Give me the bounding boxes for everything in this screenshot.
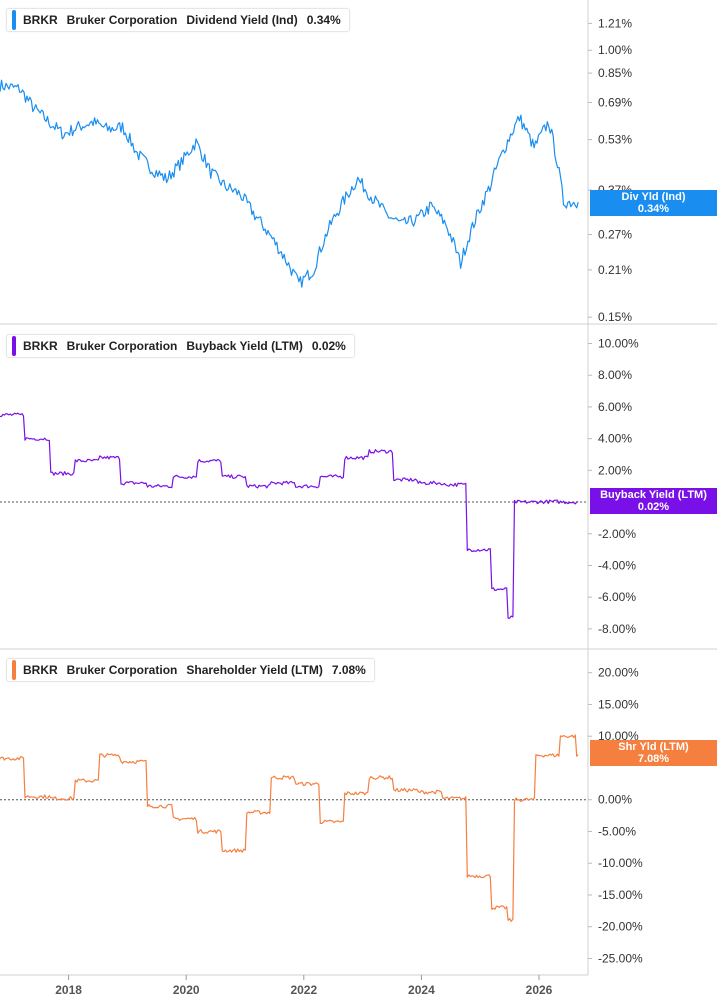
tag-label: Buyback Yield (LTM) bbox=[600, 489, 707, 501]
y-tick-label: 1.00% bbox=[598, 43, 632, 57]
legend-company: Bruker Corporation bbox=[66, 339, 178, 353]
y-tick-label: -4.00% bbox=[598, 558, 636, 572]
shareholder-yield-legend: BRKR Bruker Corporation Shareholder Yiel… bbox=[6, 658, 375, 682]
buyback-yield-series bbox=[0, 412, 579, 619]
y-tick-label: 0.69% bbox=[598, 95, 632, 109]
tag-value: 0.02% bbox=[637, 501, 670, 513]
y-tick-label: -5.00% bbox=[598, 824, 636, 838]
buyback-yield-y-axis: 10.00% 8.00% 6.00% 4.00% 2.00% -2.00% -4.00% -6… bbox=[588, 337, 639, 636]
x-tick-label: 2020 bbox=[173, 983, 200, 997]
y-tick-label: -20.00% bbox=[598, 920, 643, 934]
dividend-yield-legend: BRKR Bruker Corporation Dividend Yield (… bbox=[6, 8, 350, 32]
panel-dividers bbox=[0, 0, 717, 976]
y-tick-label: -6.00% bbox=[598, 590, 636, 604]
y-tick-label: -25.00% bbox=[598, 951, 643, 965]
series-line bbox=[0, 734, 579, 922]
y-tick-label: 10.00% bbox=[598, 337, 639, 351]
dividend-yield-current-tag: Div Yld (Ind) 0.34% bbox=[590, 190, 717, 216]
series-line bbox=[0, 79, 579, 288]
y-tick-label: -8.00% bbox=[598, 622, 636, 636]
shareholder-yield-current-tag: Shr Yld (LTM) 7.08% bbox=[590, 740, 717, 766]
y-tick-label: 4.00% bbox=[598, 432, 632, 446]
legend-value: 0.34% bbox=[306, 13, 341, 27]
buyback-yield-legend: BRKR Bruker Corporation Buyback Yield (L… bbox=[6, 334, 355, 358]
x-tick-label: 2026 bbox=[526, 983, 553, 997]
legend-ticker: BRKR bbox=[23, 339, 58, 353]
y-tick-label: 0.00% bbox=[598, 793, 632, 807]
series-line bbox=[0, 412, 579, 619]
y-tick-label: 20.00% bbox=[598, 666, 639, 680]
y-tick-label: 15.00% bbox=[598, 697, 639, 711]
shareholder-yield-series bbox=[0, 734, 579, 922]
x-axis: 2018 2020 2022 2024 2026 bbox=[55, 975, 553, 997]
y-tick-label: 2.00% bbox=[598, 463, 632, 477]
legend-company: Bruker Corporation bbox=[66, 13, 178, 27]
legend-metric: Shareholder Yield (LTM) bbox=[186, 663, 323, 677]
y-tick-label: 0.21% bbox=[598, 263, 632, 277]
legend-color-swatch bbox=[12, 10, 16, 30]
y-tick-label: 10.00% bbox=[598, 729, 639, 743]
legend-company: Bruker Corporation bbox=[66, 663, 178, 677]
y-tick-label: 0.27% bbox=[598, 228, 632, 242]
legend-metric: Dividend Yield (Ind) bbox=[186, 13, 298, 27]
x-tick-label: 2018 bbox=[55, 983, 82, 997]
y-tick-label: 0.15% bbox=[598, 310, 632, 324]
legend-ticker: BRKR bbox=[23, 13, 58, 27]
tag-label: Div Yld (Ind) bbox=[621, 191, 686, 203]
tag-label: Shr Yld (LTM) bbox=[618, 741, 689, 753]
dividend-yield-y-axis: 1.21%1.00%0.85%0.69%0.53%0.37%0.27%0.21%… bbox=[588, 16, 632, 324]
legend-color-swatch bbox=[12, 336, 16, 356]
shareholder-yield-y-axis: 20.00% 15.00% 10.00% 0.00% -5.00% -10.00% -15.… bbox=[588, 666, 643, 965]
legend-value: 0.02% bbox=[311, 339, 346, 353]
legend-color-swatch bbox=[12, 660, 16, 680]
legend-ticker: BRKR bbox=[23, 663, 58, 677]
y-tick-label: 8.00% bbox=[598, 368, 632, 382]
x-tick-label: 2022 bbox=[290, 983, 317, 997]
y-tick-label: -15.00% bbox=[598, 888, 643, 902]
y-tick-label: 1.21% bbox=[598, 16, 632, 30]
zero-reference-lines bbox=[0, 501, 588, 801]
tag-value: 7.08% bbox=[637, 753, 670, 765]
x-tick-label: 2024 bbox=[408, 983, 435, 997]
buyback-yield-current-tag: Buyback Yield (LTM) 0.02% bbox=[590, 488, 717, 514]
legend-metric: Buyback Yield (LTM) bbox=[186, 339, 303, 353]
y-tick-label: 0.85% bbox=[598, 66, 632, 80]
tag-value: 0.34% bbox=[637, 203, 670, 215]
y-tick-label: 6.00% bbox=[598, 400, 632, 414]
legend-value: 7.08% bbox=[331, 663, 366, 677]
dividend-yield-series bbox=[0, 79, 579, 288]
y-tick-label: -2.00% bbox=[598, 527, 636, 541]
y-tick-label: -10.00% bbox=[598, 856, 643, 870]
y-tick-label: 0.53% bbox=[598, 133, 632, 147]
